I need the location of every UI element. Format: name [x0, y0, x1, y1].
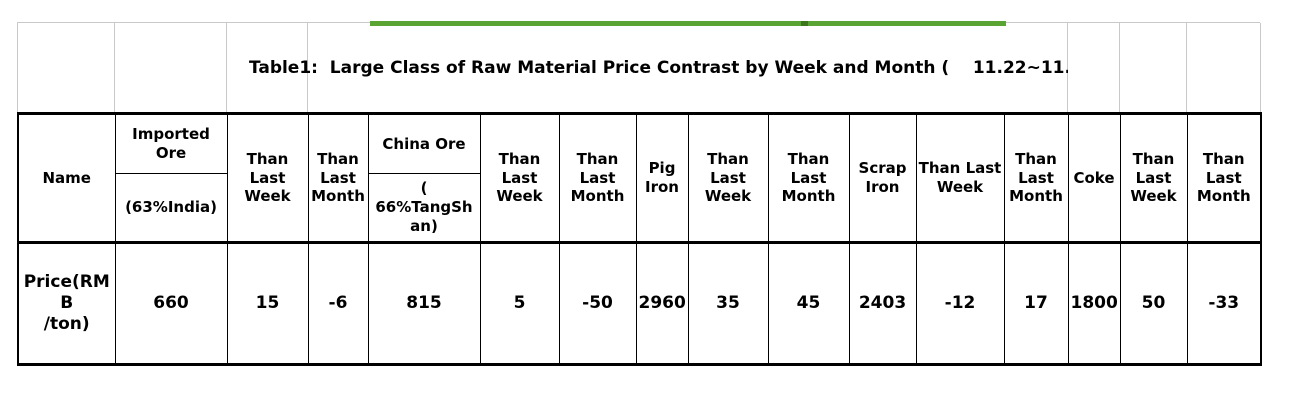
month-delta-pig-iron: 45	[767, 241, 850, 366]
header-than-last-month: Than Last Month	[558, 112, 637, 243]
month-delta-china-ore: -50	[558, 241, 637, 366]
empty-cell	[1120, 23, 1187, 112]
green-accent-tick	[801, 21, 808, 26]
header-spec-imported-ore: (63%India)	[114, 173, 228, 243]
header-than-last-month: Than Last Month	[307, 112, 369, 243]
header-material-coke: Coke	[1067, 112, 1121, 243]
empty-cell	[227, 23, 308, 112]
header-than-last-week: Than Last Week	[915, 112, 1005, 243]
price-china-ore: 815	[367, 241, 481, 366]
header-material-pig-iron: Pig Iron	[635, 112, 689, 243]
header-than-last-month: Than Last Month	[1003, 112, 1069, 243]
header-material-scrap-iron: Scrap Iron	[848, 112, 917, 243]
header-material-imported-ore: Imported Ore	[114, 112, 228, 174]
price-pig-iron: 2960	[635, 241, 689, 366]
week-delta-scrap-iron: -12	[915, 241, 1005, 366]
title-row: Table1: Large Class of Raw Material Pric…	[17, 22, 1261, 112]
empty-cell	[1068, 23, 1120, 112]
header-material-china-ore: China Ore	[367, 112, 481, 174]
row-label-price: Price(RMB /ton)	[17, 241, 116, 366]
empty-cell	[1187, 23, 1261, 112]
empty-cell	[18, 23, 115, 112]
header-than-last-week: Than Last Week	[1119, 112, 1188, 243]
price-imported-ore: 660	[114, 241, 228, 366]
table-title: Table1: Large Class of Raw Material Pric…	[249, 23, 1126, 112]
empty-cell	[115, 23, 227, 112]
green-accent-rule	[370, 21, 1006, 26]
month-delta-scrap-iron: 17	[1003, 241, 1069, 366]
month-delta-imported-ore: -6	[307, 241, 369, 366]
header-than-last-month: Than Last Month	[767, 112, 850, 243]
price-scrap-iron: 2403	[848, 241, 917, 366]
header-name: Name	[17, 112, 116, 243]
month-delta-coke: -33	[1186, 241, 1262, 366]
week-delta-imported-ore: 15	[226, 241, 309, 366]
header-than-last-week: Than Last Week	[479, 112, 560, 243]
header-spec-china-ore: ( 66%TangShan)	[367, 173, 481, 243]
raw-material-price-table: Name Imported Ore Than Last Week Than La…	[17, 112, 1262, 366]
week-delta-pig-iron: 35	[687, 241, 769, 366]
price-coke: 1800	[1067, 241, 1121, 366]
week-delta-china-ore: 5	[479, 241, 560, 366]
header-than-last-week: Than Last Week	[687, 112, 769, 243]
week-delta-coke: 50	[1119, 241, 1188, 366]
header-than-last-month: Than Last Month	[1186, 112, 1262, 243]
header-than-last-week: Than Last Week	[226, 112, 309, 243]
